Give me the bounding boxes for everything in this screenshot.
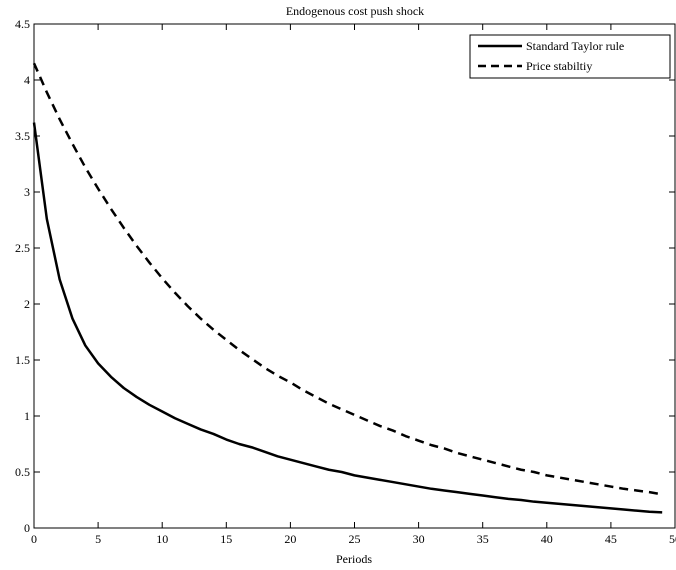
x-axis-ticks: 0 5 10 15 20 25 30 35 40 45 50	[31, 24, 676, 546]
y-tick-label: 2.5	[15, 241, 30, 255]
x-tick-label: 20	[284, 532, 296, 546]
legend-label-standard-taylor-rule: Standard Taylor rule	[526, 39, 624, 53]
x-tick-label: 35	[477, 532, 489, 546]
series-line-standard-taylor-rule	[32, 122, 663, 514]
series-line-price-stability	[32, 62, 663, 496]
y-tick-label: 0	[24, 521, 30, 535]
y-tick-label: 0.5	[15, 465, 30, 479]
y-tick-label: 1	[24, 409, 30, 423]
x-tick-label: 40	[541, 532, 553, 546]
legend-box	[469, 34, 671, 79]
x-tick-label: 45	[605, 532, 617, 546]
y-tick-label: 3	[24, 185, 30, 199]
x-tick-label: 10	[156, 532, 168, 546]
y-tick-label: 2	[24, 297, 30, 311]
y-tick-label: 4	[24, 73, 30, 87]
y-tick-label: 4.5	[15, 17, 30, 31]
x-axis-label: Periods	[336, 552, 372, 566]
y-axis-ticks: 0 0.5 1 1.5 2 2.5 3 3.5 4 4.5	[15, 17, 675, 535]
x-tick-label: 30	[413, 532, 425, 546]
y-tick-label: 1.5	[15, 353, 30, 367]
plot-series	[32, 62, 663, 514]
y-tick-label: 3.5	[15, 129, 30, 143]
x-tick-label: 25	[349, 532, 361, 546]
x-tick-label: 15	[220, 532, 232, 546]
x-tick-label: 0	[31, 532, 37, 546]
chart-title: Endogenous cost push shock	[286, 4, 424, 18]
x-tick-label: 5	[95, 532, 101, 546]
plot-frame	[33, 23, 676, 529]
x-tick-label: 50	[669, 532, 676, 546]
legend: Standard Taylor rule Price stabiltiy	[469, 34, 671, 79]
legend-label-price-stability: Price stabiltiy	[526, 59, 592, 73]
